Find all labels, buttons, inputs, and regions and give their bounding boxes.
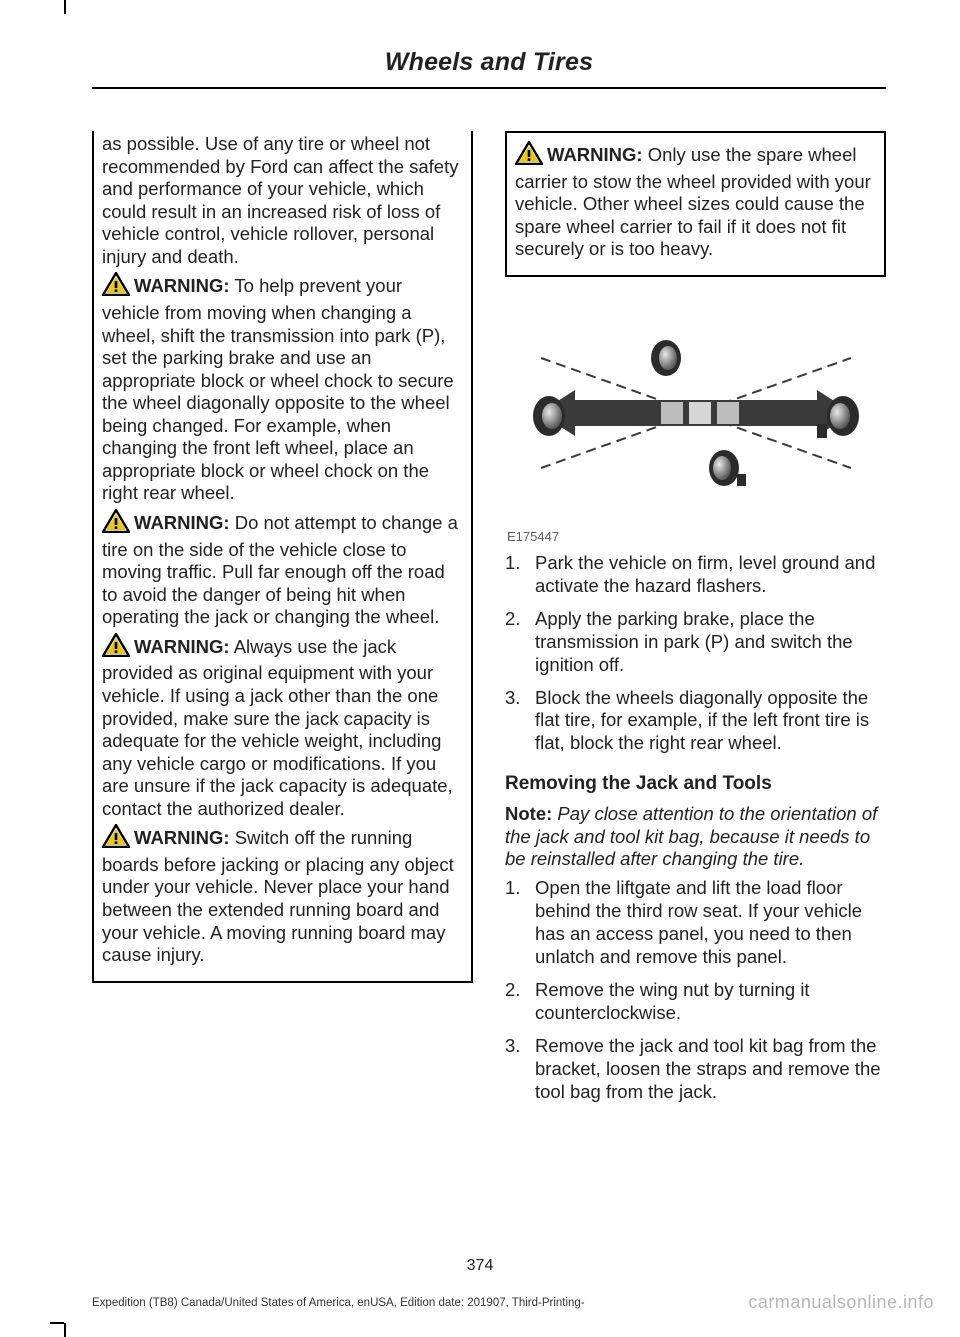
- step-text: Block the wheels diagonally opposite the…: [535, 687, 886, 756]
- warning-text: Always use the jack provided as original…: [102, 636, 453, 819]
- crop-mark: [64, 0, 66, 14]
- page-title: Wheels and Tires: [92, 48, 886, 77]
- wheel-chock-diagram: [505, 303, 886, 523]
- warning-icon: [102, 509, 130, 539]
- warning-item: WARNING: To help prevent your vehicle fr…: [102, 272, 463, 505]
- steps-list-a: 1.Park the vehicle on firm, level ground…: [505, 552, 886, 756]
- right-column: WARNING: Only use the spare wheel carrie…: [505, 131, 886, 1113]
- step-text: Apply the parking brake, place the trans…: [535, 608, 886, 677]
- warning-label: WARNING:: [134, 636, 230, 657]
- page-body: Wheels and Tires as possible. Use of any…: [0, 0, 960, 1113]
- list-item: 3.Remove the jack and tool kit bag from …: [505, 1035, 886, 1104]
- warning-block-left: as possible. Use of any tire or wheel no…: [92, 131, 473, 983]
- section-heading: Removing the Jack and Tools: [505, 773, 886, 795]
- note-label: Note:: [505, 803, 552, 824]
- warning-label: WARNING:: [134, 512, 230, 533]
- step-text: Open the liftgate and lift the load floo…: [535, 877, 886, 969]
- steps-list-b: 1.Open the liftgate and lift the load fl…: [505, 877, 886, 1103]
- list-item: 2.Apply the parking brake, place the tra…: [505, 608, 886, 677]
- warning-item: WARNING: Always use the jack provided as…: [102, 633, 463, 821]
- note-paragraph: Note: Pay close attention to the orienta…: [505, 803, 886, 871]
- warning-icon: [102, 633, 130, 663]
- two-column-layout: as possible. Use of any tire or wheel no…: [92, 131, 886, 1113]
- warning-label: WARNING:: [547, 144, 643, 165]
- warning-label: WARNING:: [134, 827, 230, 848]
- crop-mark: [64, 1323, 66, 1337]
- step-text: Remove the jack and tool kit bag from th…: [535, 1035, 886, 1104]
- warning-label: WARNING:: [134, 275, 230, 296]
- list-item: 1.Open the liftgate and lift the load fl…: [505, 877, 886, 969]
- step-number: 3.: [505, 1035, 535, 1104]
- step-number: 1.: [505, 877, 535, 969]
- list-item: 1.Park the vehicle on firm, level ground…: [505, 552, 886, 598]
- left-column: as possible. Use of any tire or wheel no…: [92, 131, 473, 1113]
- list-item: 3.Block the wheels diagonally opposite t…: [505, 687, 886, 756]
- warning-item: WARNING: Switch off the running boards b…: [102, 824, 463, 966]
- warning-text: To help prevent your vehicle from moving…: [102, 275, 454, 503]
- header-rule: [92, 87, 886, 89]
- warning-icon: [515, 141, 543, 171]
- crop-mark: [50, 1322, 64, 1324]
- step-number: 3.: [505, 687, 535, 756]
- footer-watermark: carmanualsonline.info: [748, 1292, 934, 1313]
- continuation-paragraph: as possible. Use of any tire or wheel no…: [102, 133, 463, 268]
- footer-edition: Expedition (TB8) Canada/United States of…: [92, 1297, 585, 1309]
- step-number: 1.: [505, 552, 535, 598]
- warning-block-right: WARNING: Only use the spare wheel carrie…: [505, 131, 886, 277]
- page-number: 374: [0, 1257, 960, 1275]
- step-number: 2.: [505, 979, 535, 1025]
- figure-label: E175447: [507, 529, 886, 544]
- step-text: Remove the wing nut by turning it counte…: [535, 979, 886, 1025]
- list-item: 2.Remove the wing nut by turning it coun…: [505, 979, 886, 1025]
- step-number: 2.: [505, 608, 535, 677]
- warning-icon: [102, 272, 130, 302]
- warning-icon: [102, 824, 130, 854]
- warning-item: WARNING: Do not attempt to change a tire…: [102, 509, 463, 629]
- note-text: Pay close attention to the orientation o…: [505, 803, 877, 869]
- warning-item: WARNING: Only use the spare wheel carrie…: [515, 141, 876, 261]
- step-text: Park the vehicle on firm, level ground a…: [535, 552, 886, 598]
